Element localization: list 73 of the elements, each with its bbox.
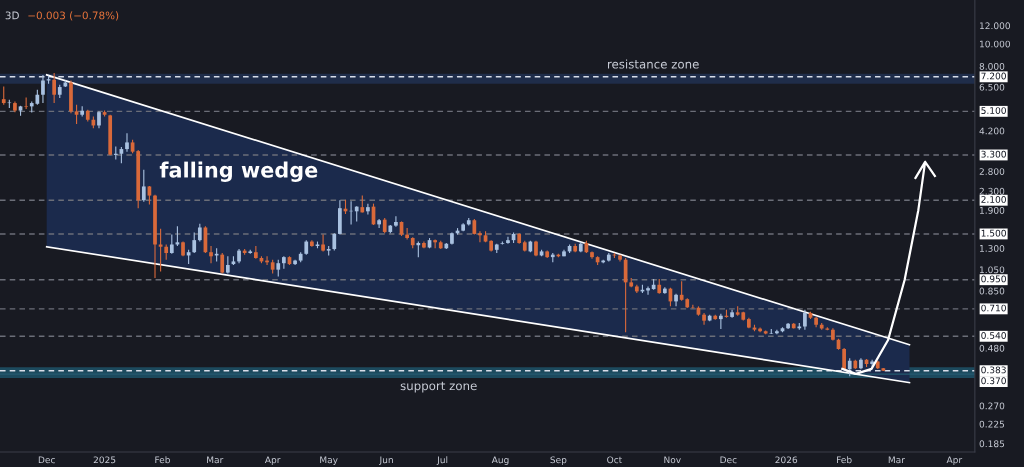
candlestick (52, 72, 57, 104)
candlestick (141, 169, 146, 203)
ref-line-label: 2.100 (981, 196, 1006, 203)
candlestick (282, 255, 286, 270)
candlestick (478, 230, 482, 243)
ref-line-label: 0.370 (981, 377, 1006, 385)
y-tick-label: 1.300 (980, 245, 1005, 252)
candlestick (74, 104, 79, 125)
x-tick-label: Mar (888, 456, 905, 464)
ref-line-label: 0.383 (981, 366, 1006, 374)
candlestick (847, 357, 852, 377)
band-label: support zone (400, 381, 477, 393)
y-tick-label: 10.000 (980, 40, 1010, 48)
x-tick-label: Oct (607, 456, 622, 464)
candlestick (1, 85, 6, 106)
annotation: −0.003 (−0.78%) (28, 11, 119, 21)
x-tick-label: 2025 (93, 456, 116, 464)
annotation: falling wedge (159, 161, 318, 182)
y-tick-label: 8.000 (979, 62, 1005, 70)
ref-line-label: 1.500 (981, 229, 1006, 237)
y-tick-label: 0.480 (979, 344, 1005, 352)
candlestick (377, 218, 381, 229)
y-tick-label: 6.500 (979, 83, 1005, 91)
ref-line-label: 7.200 (981, 72, 1006, 80)
candlestick (192, 232, 197, 254)
y-tick-label: 1.900 (980, 206, 1005, 214)
candlestick (321, 234, 325, 252)
candlestick (366, 203, 370, 216)
candlestick (253, 245, 258, 260)
candlestick (125, 132, 129, 153)
candlestick (405, 227, 409, 240)
band-label: resistance zone (608, 59, 699, 69)
x-tick-label: Feb (837, 456, 852, 464)
y-tick-label: 0.185 (979, 440, 1005, 448)
y-tick-label: 0.270 (979, 402, 1005, 410)
candlestick (41, 74, 45, 104)
ref-line-label: 5.100 (981, 107, 1006, 114)
ref-line-label: 0.710 (981, 304, 1006, 312)
x-tick-label: Mar (207, 456, 224, 464)
y-tick-label: 1.050 (980, 266, 1005, 274)
y-tick-label: 0.225 (979, 420, 1005, 428)
ref-line-label: 3.300 (981, 150, 1006, 158)
x-tick-label: Jun (379, 456, 393, 465)
y-tick-label: 2.800 (979, 168, 1005, 175)
candlestick (506, 236, 510, 245)
candlestick (702, 312, 706, 326)
x-tick-label: Aug (491, 456, 509, 465)
x-tick-label: May (320, 456, 338, 465)
y-tick-label: 4.200 (979, 127, 1005, 135)
x-tick-label: Jul (436, 456, 448, 465)
candlestick (158, 228, 163, 273)
ref-line-label: 0.950 (981, 275, 1006, 283)
x-tick-label: 2026 (775, 456, 798, 464)
text: 3D (5, 11, 19, 20)
y-tick-label: 2.300 (979, 187, 1005, 195)
x-tick-label: Dec (720, 456, 737, 464)
candlestick (209, 245, 213, 264)
candlestick (719, 313, 723, 330)
candlestick (24, 96, 29, 110)
candlestick (169, 234, 174, 255)
y-tick-label: 12.000 (980, 22, 1010, 30)
candlestick (220, 252, 225, 275)
x-tick-label: Apr (264, 456, 281, 465)
x-tick-label: Feb (155, 456, 170, 464)
ref-line-label: 0.540 (981, 332, 1006, 339)
x-tick-label: Dec (38, 456, 55, 464)
candlestick (433, 238, 437, 249)
x-tick-label: Nov (664, 456, 681, 464)
y-tick-label: 0.850 (979, 287, 1005, 295)
x-tick-label: Sep (550, 456, 567, 465)
candlestick (394, 215, 398, 228)
x-tick-label: Apr (946, 456, 963, 465)
candlestick (803, 309, 807, 331)
